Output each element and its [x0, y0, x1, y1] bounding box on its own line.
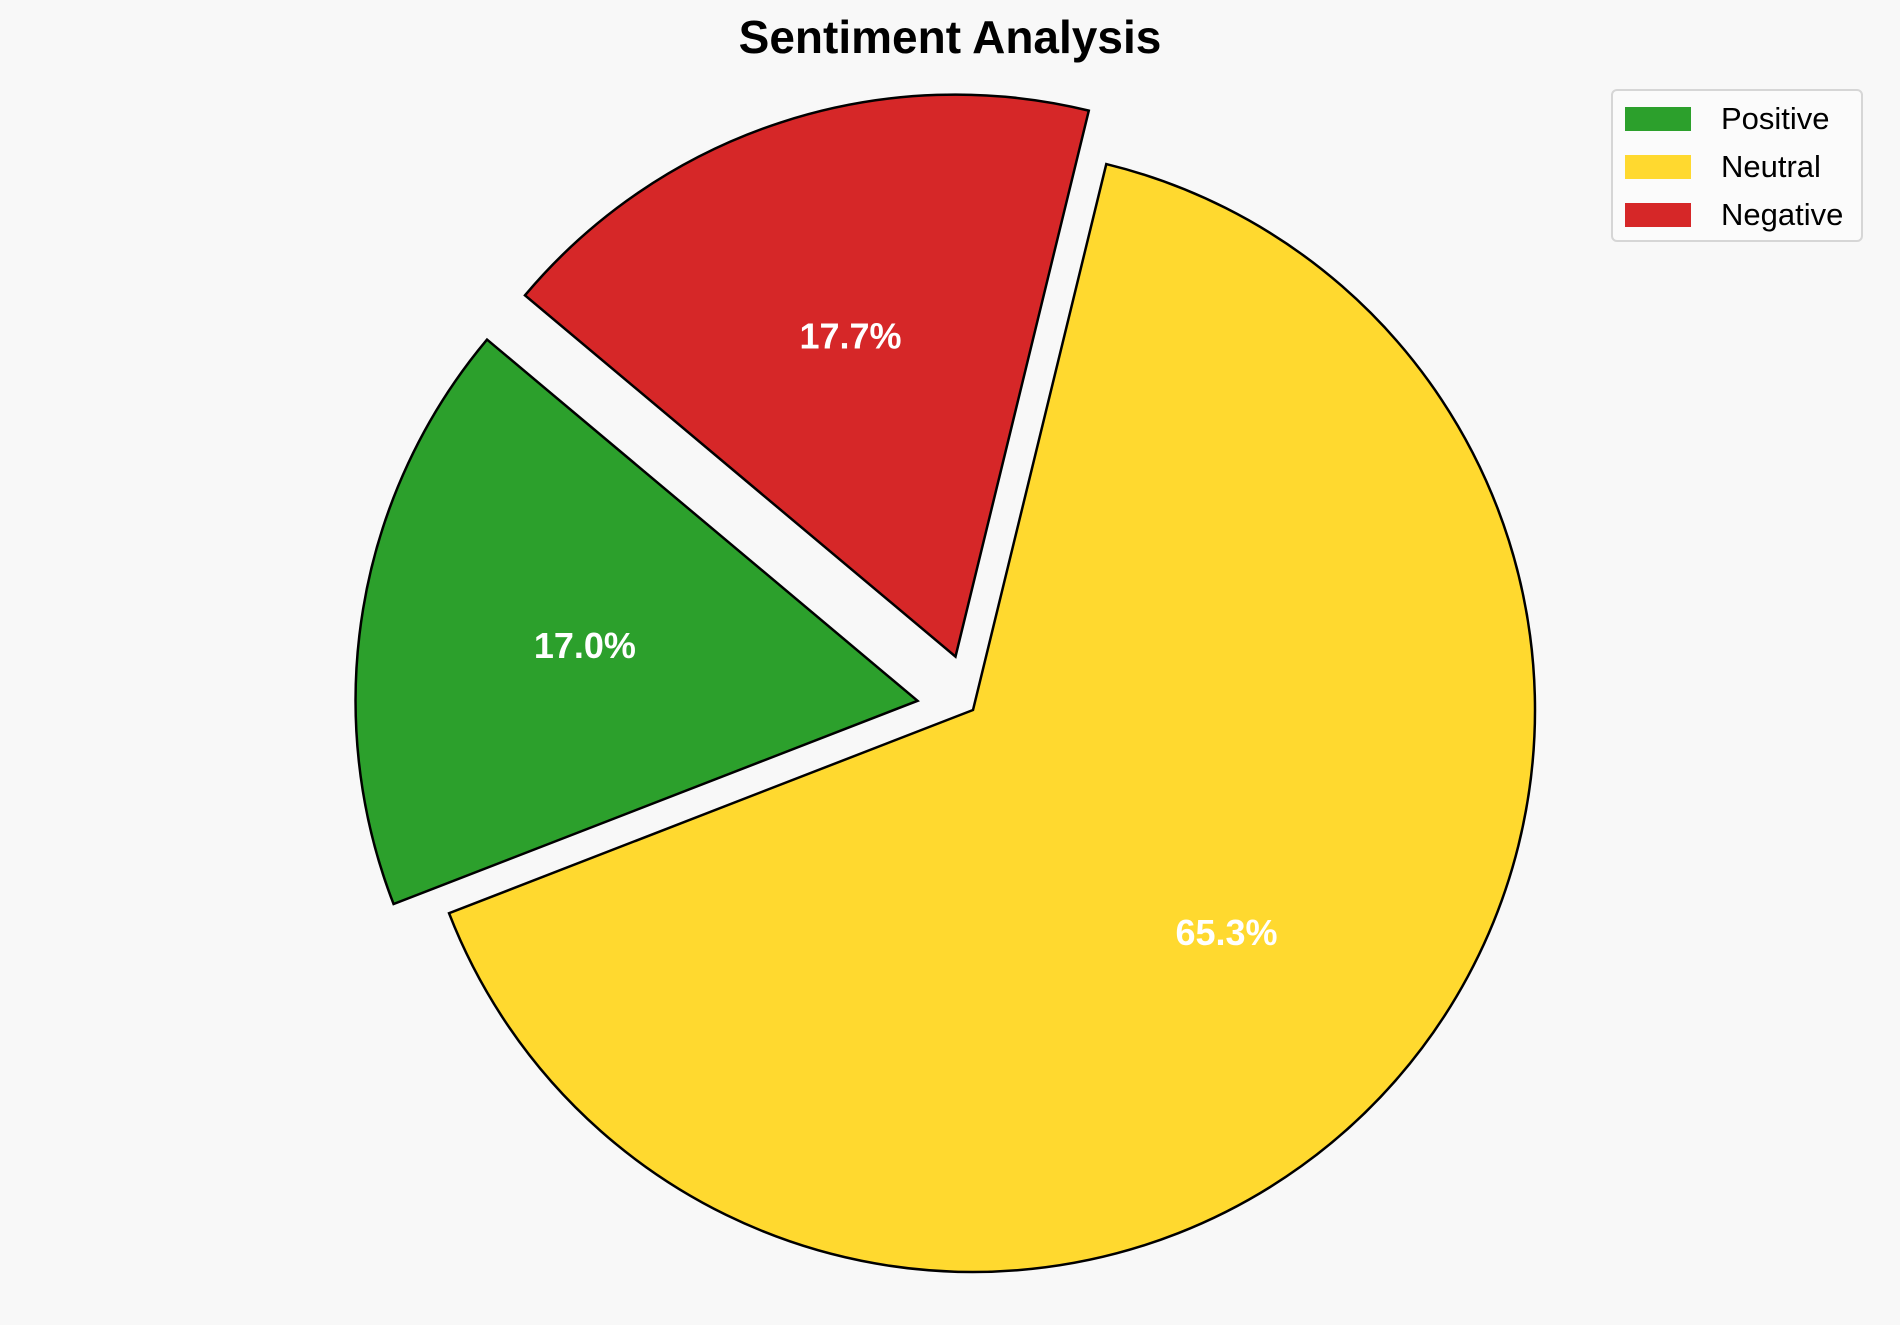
- slice-label-negative: 17.7%: [799, 316, 901, 357]
- legend-swatch-negative: [1625, 203, 1691, 227]
- legend-item-neutral: Neutral: [1625, 147, 1821, 187]
- legend-swatch-positive: [1625, 107, 1691, 131]
- pie-slice-negative: [523, 93, 1091, 659]
- slice-label-positive: 17.0%: [534, 625, 636, 666]
- legend-swatch-neutral: [1625, 155, 1691, 179]
- slice-label-neutral: 65.3%: [1175, 912, 1277, 953]
- chart-title: Sentiment Analysis: [738, 11, 1162, 63]
- legend-item-positive: Positive: [1625, 99, 1830, 139]
- legend-label-positive: Positive: [1721, 101, 1830, 136]
- pie-slice-neutral: [447, 162, 1537, 1274]
- legend: Positive Neutral Negative: [1611, 89, 1863, 242]
- legend-item-negative: Negative: [1625, 195, 1843, 235]
- legend-label-negative: Negative: [1721, 197, 1844, 232]
- legend-label-neutral: Neutral: [1721, 149, 1821, 184]
- pie-slice-positive: [354, 337, 920, 906]
